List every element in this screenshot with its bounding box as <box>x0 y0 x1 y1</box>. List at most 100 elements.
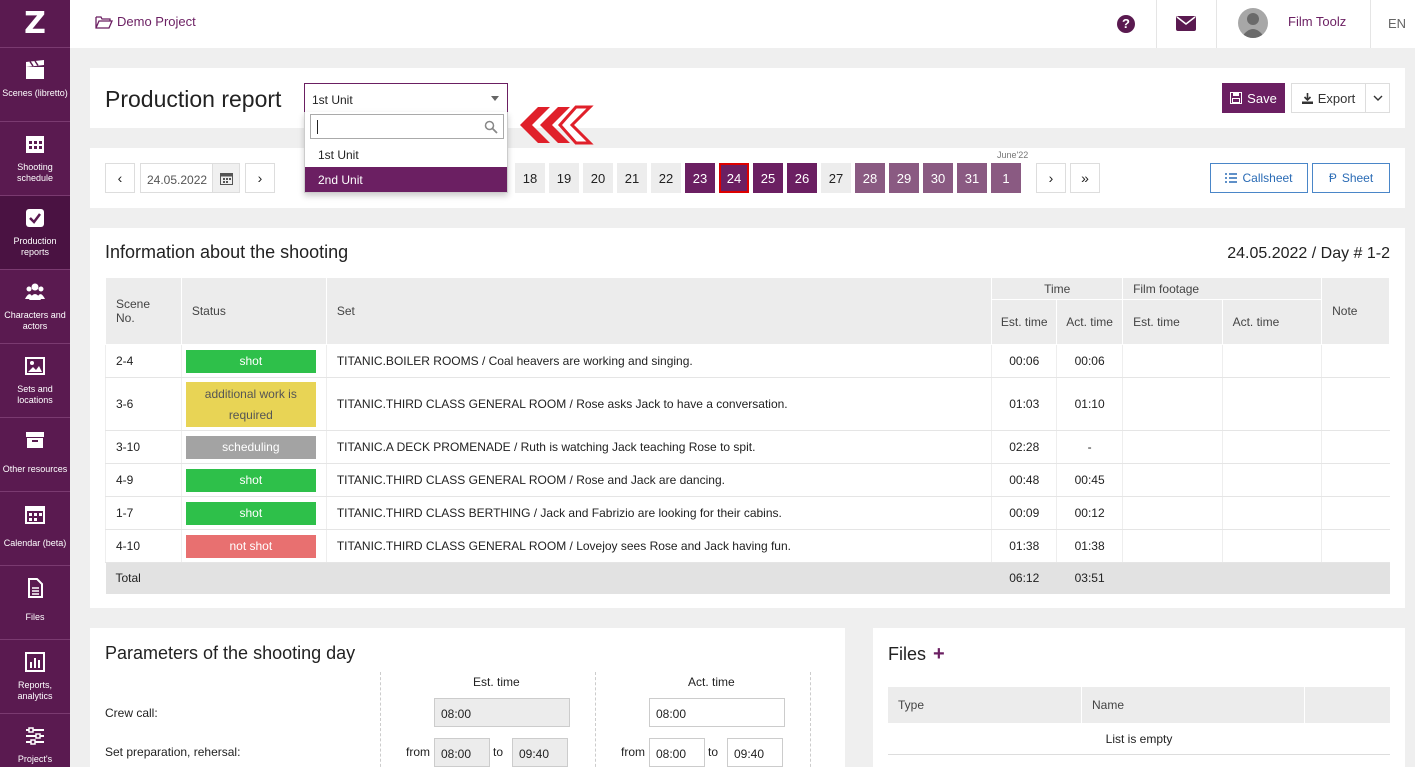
day-button-shooting[interactable]: 25 <box>753 163 783 193</box>
status-badge: shot <box>185 349 316 373</box>
sidebar-item-sets[interactable]: Sets and locations <box>0 344 70 418</box>
from-label: from <box>406 745 430 759</box>
day-button-shooting[interactable]: 23 <box>685 163 715 193</box>
help-icon[interactable]: ? <box>1117 15 1135 33</box>
table-row[interactable]: 4-9 shot TITANIC.THIRD CLASS GENERAL ROO… <box>105 463 1390 497</box>
sidebar-item-files[interactable]: Files <box>0 566 70 640</box>
save-button[interactable]: Save <box>1222 83 1285 113</box>
sidebar-item-shooting-schedule[interactable]: Shooting schedule <box>0 122 70 196</box>
footage-est-cell <box>1122 496 1223 530</box>
divider <box>810 672 811 767</box>
crew-call-est-field[interactable]: 08:00 <box>434 698 570 727</box>
table-row[interactable]: 1-7 shot TITANIC.THIRD CLASS BERTHING / … <box>105 496 1390 530</box>
page-title: Production report <box>105 86 282 112</box>
sidebar-item-project[interactable]: Project's <box>0 714 70 767</box>
scene-link[interactable]: 3-10 <box>105 430 182 464</box>
dropdown-search-input[interactable] <box>310 114 504 139</box>
scene-link[interactable]: 2-4 <box>105 344 182 378</box>
day-button-shooting[interactable]: 28 <box>855 163 885 193</box>
floppy-disk-icon <box>1230 92 1243 104</box>
date-input[interactable]: 24.05.2022 <box>140 163 213 193</box>
day-button-selected[interactable]: 24 <box>719 163 749 193</box>
avatar[interactable] <box>1238 8 1268 38</box>
app-logo[interactable]: Z <box>0 0 70 48</box>
section-title: Parameters of the shooting day <box>105 643 356 663</box>
prev-day-button[interactable]: ‹ <box>105 163 135 193</box>
export-button[interactable]: Export <box>1291 83 1366 113</box>
day-button[interactable]: 21 <box>617 163 647 193</box>
last-button[interactable]: » <box>1070 163 1100 193</box>
sidebar-item-other-resources[interactable]: Other resources <box>0 418 70 492</box>
crew-call-act-field[interactable]: 08:00 <box>649 698 785 727</box>
next-week-button[interactable]: › <box>1036 163 1066 193</box>
search-icon <box>484 120 498 134</box>
sidebar-item-calendar[interactable]: Calendar (beta) <box>0 492 70 566</box>
day-button-shooting[interactable]: 1 <box>991 163 1021 193</box>
sheet-button[interactable]: Ᵽ Sheet <box>1312 163 1390 193</box>
scene-link[interactable]: 4-10 <box>105 529 182 563</box>
sidebar-item-label: Project's <box>17 754 53 764</box>
act-time-cell: - <box>1056 430 1123 464</box>
day-button[interactable]: 22 <box>651 163 681 193</box>
language-switch[interactable]: EN <box>1388 16 1407 31</box>
project-link[interactable]: Demo Project <box>95 14 196 29</box>
prep-act-from-field[interactable]: 08:00 <box>649 738 705 767</box>
unit-select[interactable]: 1st Unit <box>304 83 508 113</box>
dropdown-option[interactable]: 1st Unit <box>318 148 359 162</box>
table-row[interactable]: 2-4 shot TITANIC.BOILER ROOMS / Coal hea… <box>105 344 1390 378</box>
day-button-shooting[interactable]: 30 <box>923 163 953 193</box>
table-row[interactable]: 3-6 additional work is required TITANIC.… <box>105 377 1390 431</box>
next-day-button[interactable]: › <box>245 163 275 193</box>
check-square-icon <box>26 209 44 227</box>
col-footage-est: Est. time <box>1122 299 1223 345</box>
mail-icon[interactable] <box>1176 16 1196 31</box>
add-file-button[interactable]: + <box>933 643 945 665</box>
calendar-picker-button[interactable] <box>212 163 240 193</box>
sidebar-item-reports[interactable]: Reports, analytics <box>0 640 70 714</box>
est-time-cell: 00:48 <box>991 463 1057 497</box>
sidebar-item-scenes[interactable]: Scenes (libretto) <box>0 48 70 122</box>
day-button[interactable]: 18 <box>515 163 545 193</box>
set-prep-label: Set preparation, rehersal: <box>105 745 241 759</box>
footage-est-cell <box>1122 344 1223 378</box>
folder-open-icon <box>95 15 113 29</box>
day-button[interactable]: 19 <box>549 163 579 193</box>
scene-link[interactable]: 4-9 <box>105 463 182 497</box>
calendar-icon <box>25 506 45 524</box>
col-name: Name <box>1092 698 1125 712</box>
dropdown-option-highlighted[interactable]: 2nd Unit <box>305 167 507 192</box>
est-time-cell: 02:28 <box>991 430 1057 464</box>
status-badge: scheduling <box>185 435 316 459</box>
set-cell: TITANIC.THIRD CLASS GENERAL ROOM / Rose … <box>325 377 992 431</box>
est-time-cell: 00:09 <box>991 496 1057 530</box>
set-cell: TITANIC.THIRD CLASS GENERAL ROOM / Lovej… <box>325 529 992 563</box>
day-button-shooting[interactable]: 29 <box>889 163 919 193</box>
act-time-cell: 01:10 <box>1056 377 1123 431</box>
sidebar: Z Scenes (libretto) Shooting schedule Pr… <box>0 0 70 767</box>
day-button[interactable]: 20 <box>583 163 613 193</box>
export-options-button[interactable] <box>1365 83 1390 113</box>
prep-est-to-field[interactable]: 09:40 <box>512 738 568 767</box>
table-row[interactable]: 4-10 not shot TITANIC.THIRD CLASS GENERA… <box>105 529 1390 563</box>
act-time-header: Act. time <box>688 675 735 689</box>
act-time-cell: 00:45 <box>1056 463 1123 497</box>
day-button-shooting[interactable]: 31 <box>957 163 987 193</box>
day-button-shooting[interactable]: 26 <box>787 163 817 193</box>
prep-est-from-field[interactable]: 08:00 <box>434 738 490 767</box>
user-name[interactable]: Film Toolz <box>1288 14 1347 29</box>
month-label: June'22 <box>997 150 1029 160</box>
text-cursor <box>317 120 318 134</box>
scene-link[interactable]: 3-6 <box>105 377 182 431</box>
unit-select-value: 1st Unit <box>312 93 353 107</box>
table-row[interactable]: 3-10 scheduling TITANIC.A DECK PROMENADE… <box>105 430 1390 464</box>
act-time-cell: 01:38 <box>1056 529 1123 563</box>
sidebar-item-characters[interactable]: Characters and actors <box>0 270 70 344</box>
day-button[interactable]: 27 <box>821 163 851 193</box>
scene-link[interactable]: 1-7 <box>105 496 182 530</box>
sidebar-item-production-reports[interactable]: Production reports <box>0 196 70 270</box>
divider <box>1156 0 1157 48</box>
col-footage-act: Act. time <box>1221 299 1323 345</box>
footage-est-cell <box>1122 463 1223 497</box>
callsheet-button[interactable]: Callsheet <box>1210 163 1308 193</box>
prep-act-to-field[interactable]: 09:40 <box>727 738 783 767</box>
